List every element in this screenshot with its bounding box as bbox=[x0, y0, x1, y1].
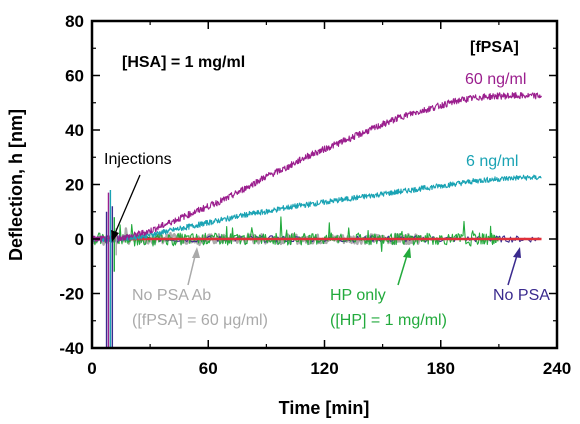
x-tick-label: 180 bbox=[427, 359, 455, 378]
hp-only-arrow bbox=[397, 251, 409, 286]
hp-only-concentration: ([HP] = 1 mg/ml) bbox=[330, 312, 447, 329]
x-tick-label: 0 bbox=[87, 359, 96, 378]
series-line-hp-only bbox=[92, 216, 500, 252]
x-tick-label: 240 bbox=[543, 359, 571, 378]
plot-frame bbox=[90, 19, 559, 350]
y-axis-title: Deflection, h [nm] bbox=[6, 109, 26, 261]
injections-arrow-head bbox=[111, 230, 119, 242]
series-line-6-ng-ml bbox=[92, 174, 542, 243]
y-tick-label: 60 bbox=[65, 67, 84, 86]
x-tick-label: 60 bbox=[199, 359, 218, 378]
y-tick-label: -20 bbox=[59, 285, 84, 304]
tick-layer: 0 60 120 180 240 -40 -20 0 20 40 60 80 bbox=[59, 12, 571, 378]
no-psa-arrow bbox=[507, 251, 519, 286]
hp-only-label: HP only bbox=[330, 287, 386, 304]
y-tick-label: 0 bbox=[75, 230, 84, 249]
hp-only-arrow-head bbox=[403, 247, 411, 258]
no-psa-ab-arrow-head bbox=[192, 247, 200, 258]
fpsa-annotation: [fPSA] bbox=[470, 39, 519, 56]
hsa-annotation: [HSA] = 1 mg/ml bbox=[122, 54, 245, 71]
no-psa-ab-label: No PSA Ab bbox=[132, 287, 211, 304]
injections-label: Injections bbox=[104, 151, 172, 168]
y-tick-label: -40 bbox=[59, 339, 84, 358]
x-tick-label: 120 bbox=[310, 359, 338, 378]
no-psa-label: No PSA bbox=[493, 287, 550, 304]
series-layer bbox=[92, 92, 542, 348]
label-60-ng-ml: 60 ng/ml bbox=[465, 71, 526, 88]
x-axis-title: Time [min] bbox=[279, 398, 370, 418]
label-6-ng-ml: 6 ng/ml bbox=[466, 153, 518, 170]
y-tick-label: 40 bbox=[65, 121, 84, 140]
series-line-60-ng-ml bbox=[92, 92, 542, 243]
no-psa-arrow-head bbox=[513, 247, 521, 258]
y-tick-label: 20 bbox=[65, 176, 84, 195]
y-tick-label: 80 bbox=[65, 12, 84, 31]
injections-arrow bbox=[112, 174, 141, 239]
no-psa-ab-concentration: ([fPSA] = 60 μg/ml) bbox=[132, 312, 268, 329]
